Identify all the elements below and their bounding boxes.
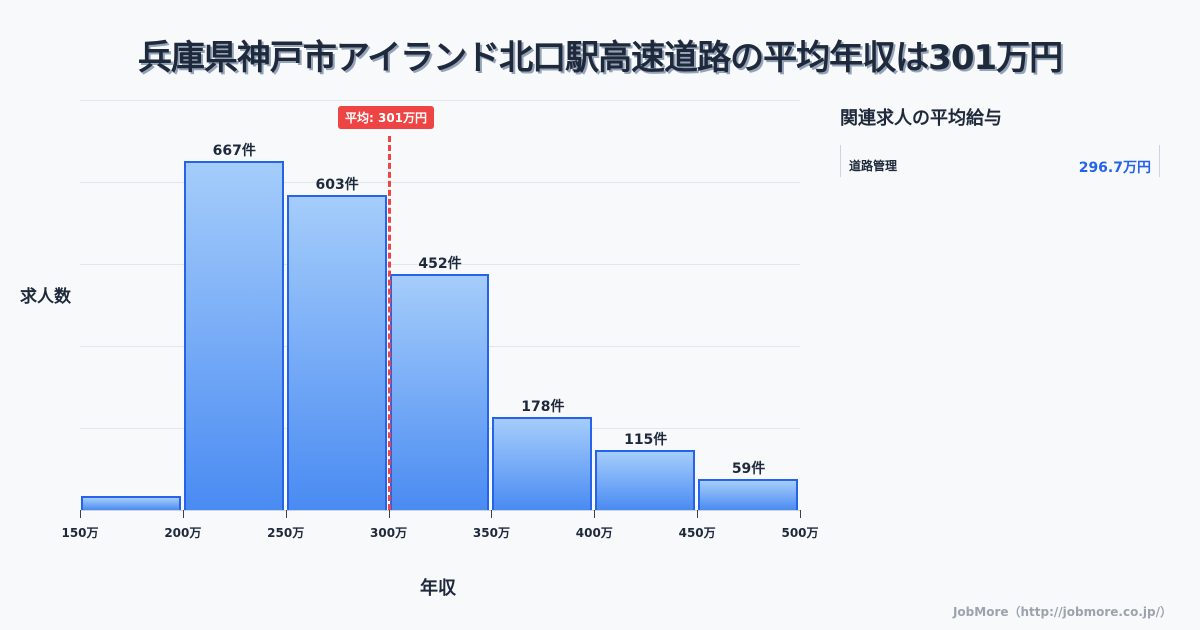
x-tick-label: 300万 bbox=[370, 526, 408, 540]
histogram-chart: 667件 603件 452件 178件 115件 59件 平均: 301万円 150万 20… bbox=[61, 100, 819, 540]
bar-value-label: 59件 bbox=[731, 461, 766, 477]
job-salary: 296.7万円 bbox=[1078, 160, 1151, 176]
gridline bbox=[80, 264, 800, 265]
histogram-bar bbox=[698, 479, 798, 510]
histogram-bar bbox=[286, 195, 387, 510]
x-tick-label: 500万 bbox=[781, 526, 819, 540]
x-tick-label: 150万 bbox=[61, 526, 99, 540]
related-salary-item: 道路管理 296.7万円 bbox=[840, 145, 1160, 177]
x-tick bbox=[182, 510, 184, 518]
x-tick bbox=[594, 510, 596, 518]
footer-credit: JobMore（http://jobmore.co.jp/） bbox=[952, 605, 1172, 619]
x-tick bbox=[800, 510, 801, 518]
x-tick-label: 200万 bbox=[164, 526, 202, 540]
gridline bbox=[80, 100, 800, 101]
x-tick bbox=[697, 510, 699, 518]
histogram-bar bbox=[81, 496, 181, 510]
x-tick bbox=[388, 510, 390, 518]
x-tick-label: 450万 bbox=[678, 526, 716, 540]
x-tick-label: 250万 bbox=[267, 526, 305, 540]
bar-value-label: 115件 bbox=[624, 432, 668, 448]
x-tick-label: 350万 bbox=[472, 526, 510, 540]
bar-value-label: 178件 bbox=[521, 399, 565, 415]
bar-value-label: 667件 bbox=[212, 143, 256, 159]
average-badge: 平均: 301万円 bbox=[338, 106, 435, 129]
related-salary-title: 関連求人の平均給与 bbox=[840, 108, 1002, 129]
bar-value-label: 452件 bbox=[418, 256, 462, 272]
histogram-bar bbox=[183, 161, 284, 510]
x-tick bbox=[285, 510, 287, 518]
x-tick-label: 400万 bbox=[575, 526, 613, 540]
page-title: 兵庫県神戸市アイランド北口駅高速道路の平均年収は301万円 bbox=[137, 38, 1063, 78]
histogram-bar bbox=[389, 274, 490, 510]
histogram-bar bbox=[492, 417, 593, 510]
bar-value-label: 603件 bbox=[315, 177, 359, 193]
average-line bbox=[388, 136, 391, 510]
histogram-bar bbox=[595, 450, 696, 510]
y-axis-label: 求人数 bbox=[20, 287, 71, 307]
job-name: 道路管理 bbox=[849, 159, 898, 173]
x-tick bbox=[491, 510, 493, 518]
x-axis-line bbox=[80, 510, 800, 511]
gridline bbox=[80, 182, 800, 183]
x-axis-label: 年収 bbox=[420, 578, 456, 599]
x-tick bbox=[80, 510, 81, 518]
